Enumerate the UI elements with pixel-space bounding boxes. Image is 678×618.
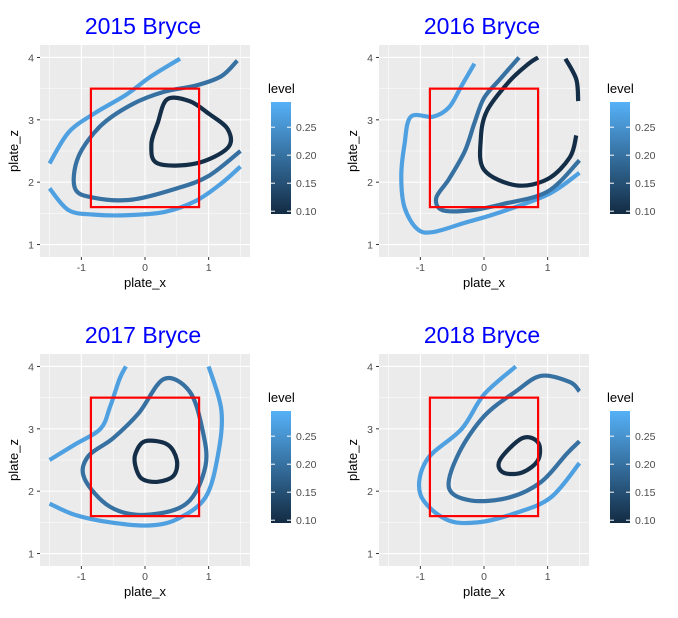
- contour-line-4: [48, 365, 225, 528]
- x-tick-label: 0: [142, 571, 148, 583]
- legend-title: level: [268, 81, 295, 96]
- y-axis-label: plate_z: [345, 130, 360, 172]
- contour-layer: [399, 55, 581, 235]
- legend-colorbar: [271, 411, 291, 523]
- chart-title: 2018 Bryce: [424, 322, 540, 348]
- y-axis-label: plate_z: [6, 130, 21, 172]
- x-tick-label: 0: [481, 571, 487, 583]
- x-tick-label: 1: [206, 571, 212, 583]
- legend-tick-label: 0.25: [635, 122, 656, 134]
- chart-panel-1: 2015 Bryce -1 0 1 1 2 3 4 plate_x plate_z level 0.1…: [6, 13, 317, 290]
- contour-line-3: [433, 56, 581, 214]
- y-tick-label: 2: [367, 177, 373, 189]
- y-tick-label: 1: [367, 240, 373, 252]
- x-tick-label: 0: [481, 262, 487, 274]
- x-tick-label: -1: [416, 571, 425, 583]
- strike-zone-box: [428, 87, 540, 209]
- y-tick-label: 1: [28, 240, 34, 252]
- contour-line-2: [80, 375, 209, 518]
- chart-title: 2016 Bryce: [424, 13, 540, 39]
- y-tick-label: 4: [367, 361, 373, 373]
- legend-title: level: [607, 81, 634, 96]
- legend-tick-label: 0.20: [635, 150, 656, 162]
- contour-line-1: [132, 438, 180, 485]
- level-legend: level 0.10 0.15 0.20 0.25: [268, 81, 317, 218]
- contour-line-2: [446, 373, 582, 504]
- chart-title: 2017 Bryce: [85, 322, 201, 348]
- contour-line-1: [477, 55, 579, 188]
- legend-colorbar: [271, 102, 291, 214]
- y-tick-label: 2: [28, 486, 34, 498]
- legend-title: level: [607, 390, 634, 405]
- legend-colorbar: [610, 102, 630, 214]
- y-tick-label: 2: [28, 177, 34, 189]
- contour-line-3: [47, 56, 182, 165]
- y-tick-label: 3: [28, 424, 34, 436]
- y-axis-label: plate_z: [345, 439, 360, 481]
- contour-line-2: [563, 57, 581, 102]
- contour-line-3: [48, 365, 128, 462]
- legend-tick-label: 0.15: [635, 178, 656, 190]
- y-tick-label: 4: [367, 52, 373, 64]
- legend-colorbar: [610, 411, 630, 523]
- legend-tick-label: 0.20: [635, 459, 656, 471]
- legend-tick-label: 0.10: [296, 515, 317, 527]
- x-tick-label: 0: [142, 262, 148, 274]
- chart-panel-4: 2018 Bryce -1 0 1 1 2 3 4 plate_x plate_z level 0.1…: [345, 322, 656, 599]
- y-tick-label: 2: [367, 486, 373, 498]
- y-tick-label: 1: [367, 549, 373, 561]
- y-tick-label: 3: [367, 424, 373, 436]
- x-axis-label: plate_x: [124, 584, 166, 599]
- x-axis-label: plate_x: [463, 275, 505, 290]
- legend-tick-label: 0.10: [296, 206, 317, 218]
- x-axis-label: plate_x: [463, 584, 505, 599]
- y-tick-label: 3: [28, 115, 34, 127]
- x-axis-label: plate_x: [124, 275, 166, 290]
- strike-zone-box: [89, 396, 201, 518]
- y-tick-label: 4: [28, 361, 34, 373]
- level-legend: level 0.10 0.15 0.20 0.25: [607, 81, 656, 218]
- legend-tick-label: 0.25: [635, 431, 656, 443]
- x-tick-label: 1: [545, 262, 551, 274]
- chart-title: 2015 Bryce: [85, 13, 201, 39]
- legend-tick-label: 0.25: [296, 431, 317, 443]
- legend-tick-label: 0.20: [296, 150, 317, 162]
- legend-tick-label: 0.15: [296, 178, 317, 190]
- legend-tick-label: 0.15: [296, 487, 317, 499]
- y-tick-label: 1: [28, 549, 34, 561]
- contour-line-4: [47, 165, 242, 218]
- legend-tick-label: 0.10: [635, 515, 656, 527]
- x-tick-label: -1: [416, 262, 425, 274]
- y-axis-label: plate_z: [6, 439, 21, 481]
- level-legend: level 0.10 0.15 0.20 0.25: [607, 390, 656, 527]
- x-tick-label: -1: [77, 571, 86, 583]
- level-legend: level 0.10 0.15 0.20 0.25: [268, 390, 317, 527]
- y-tick-label: 3: [367, 115, 373, 127]
- strike-zone-box: [89, 87, 201, 209]
- contour-layer: [48, 365, 225, 528]
- strike-zone-box: [428, 396, 540, 518]
- legend-tick-label: 0.10: [635, 206, 656, 218]
- chart-panel-3: 2017 Bryce -1 0 1 1 2 3 4 plate_x plate_z level 0.1…: [6, 322, 317, 599]
- y-tick-label: 4: [28, 52, 34, 64]
- legend-tick-label: 0.25: [296, 122, 317, 134]
- contour-line-4: [399, 62, 581, 235]
- x-tick-label: 1: [206, 262, 212, 274]
- legend-tick-label: 0.15: [635, 487, 656, 499]
- x-tick-label: 1: [545, 571, 551, 583]
- legend-title: level: [268, 390, 295, 405]
- legend-tick-label: 0.20: [296, 459, 317, 471]
- contour-line-2: [71, 59, 242, 203]
- chart-panel-2: 2016 Bryce -1 0 1 1 2 3 4 plate_x plate_z level 0.1…: [345, 13, 656, 290]
- x-tick-label: -1: [77, 262, 86, 274]
